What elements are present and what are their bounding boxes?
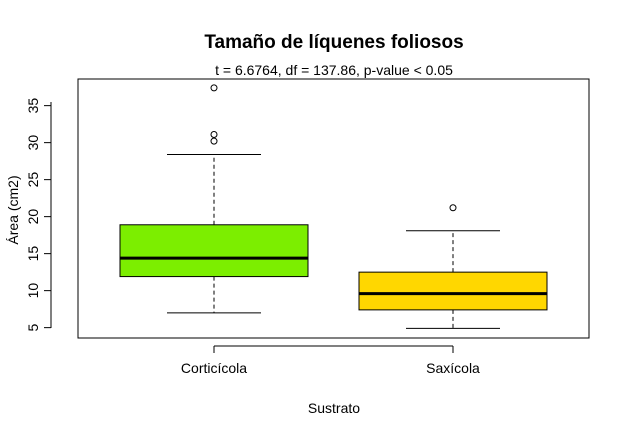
- box-group-corticicola: [119, 84, 309, 314]
- y-tick-label: 25: [25, 172, 41, 188]
- outlier-point-saxicola: [449, 204, 457, 212]
- chart-subtitle: t = 6.6764, df = 137.86, p-value < 0.05: [215, 62, 453, 78]
- x-tick-label: Saxícola: [426, 360, 480, 376]
- y-tick-label: 35: [25, 98, 41, 114]
- outlier-point-corticicola: [210, 131, 218, 138]
- x-tick-label: Corticícola: [181, 360, 247, 376]
- plot-frame: [77, 78, 590, 339]
- y-tick-label: 15: [25, 246, 41, 262]
- outlier-point-corticicola: [210, 137, 218, 145]
- outlier-point-corticicola: [210, 84, 218, 92]
- y-tick-label: 10: [25, 283, 41, 299]
- y-tick-label: 20: [25, 209, 41, 225]
- x-axis-label: Sustrato: [308, 400, 360, 416]
- y-tick-label: 5: [25, 324, 41, 332]
- y-axis: 5 10 15 20 25 30 35: [25, 98, 51, 332]
- box-group-saxicola: [358, 204, 548, 329]
- chart-title: Tamaño de líquenes foliosos: [204, 32, 463, 53]
- y-axis-label: Área (cm2): [5, 175, 21, 244]
- plot-marks: [119, 84, 548, 329]
- box-corticicola: [119, 224, 309, 278]
- y-tick-label: 30: [25, 135, 41, 151]
- box-saxicola: [358, 271, 548, 311]
- x-axis: Corticícola Saxícola: [181, 346, 480, 376]
